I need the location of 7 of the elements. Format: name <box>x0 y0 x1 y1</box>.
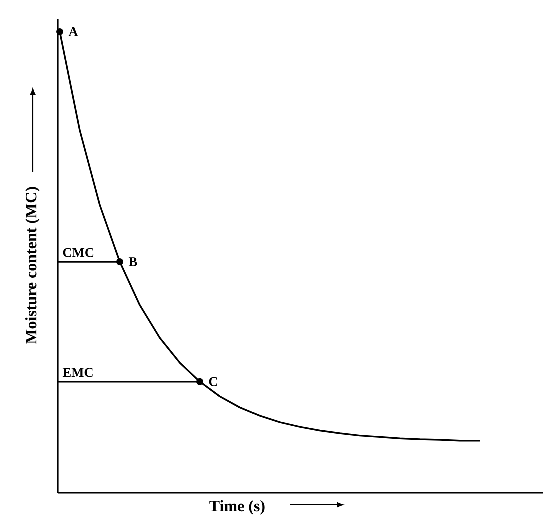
x-axis-title: Time (s) <box>210 500 265 515</box>
annotation: A <box>68 28 78 36</box>
annotation: C <box>209 377 218 386</box>
ref-line-label: CMC <box>63 248 94 258</box>
ref-line-label: EMC <box>62 368 93 378</box>
y-axis-title: Moisture content (MC) <box>25 187 40 344</box>
annotation: B <box>128 258 138 266</box>
